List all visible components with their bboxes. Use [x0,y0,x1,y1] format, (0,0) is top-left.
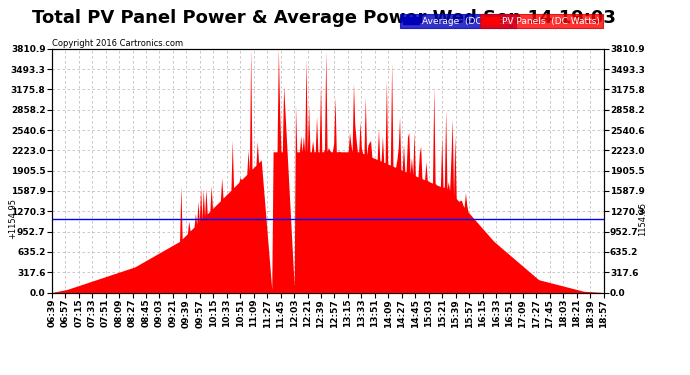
Text: 1154.95: 1154.95 [638,202,647,236]
Legend: Average  (DC Watts): Average (DC Watts) [400,14,516,28]
Text: Copyright 2016 Cartronics.com: Copyright 2016 Cartronics.com [52,39,183,48]
Text: Total PV Panel Power & Average Power Wed Sep 14 19:03: Total PV Panel Power & Average Power Wed… [32,9,616,27]
Text: +1154.95: +1154.95 [8,198,17,239]
Legend: PV Panels  (DC Watts): PV Panels (DC Watts) [480,14,602,28]
